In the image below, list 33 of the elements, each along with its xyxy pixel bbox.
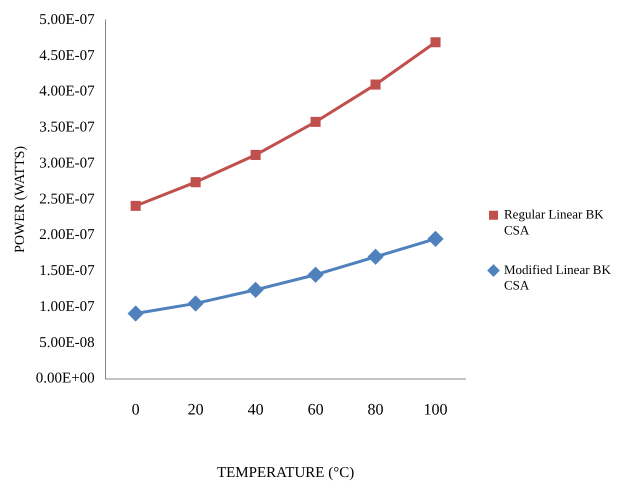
point (128, 306, 144, 321)
point (308, 267, 324, 282)
x-tick-label: 80 (368, 402, 384, 419)
point (248, 282, 264, 298)
y-tick-label: 2.00E-07 (39, 227, 96, 244)
point (368, 249, 384, 264)
y-tick-label: 4.00E-07 (39, 84, 96, 100)
point (370, 80, 381, 90)
point (428, 231, 444, 246)
y-tick-label: 2.50E-07 (39, 191, 96, 208)
y-axis-title: POWER (WATTS) (13, 146, 28, 253)
x-tick-label: 20 (188, 402, 204, 419)
y-tick-label: 5.00E-08 (39, 334, 95, 351)
y-tick-label: 5.00E-07 (39, 12, 96, 28)
x-tick-label: 60 (308, 402, 324, 419)
x-tick-label: 100 (424, 402, 448, 419)
legend-label: Regular Linear BK CSA (504, 206, 604, 238)
point (250, 150, 261, 160)
point (310, 116, 321, 127)
point (188, 296, 204, 311)
y-tick-label: 4.50E-07 (39, 48, 96, 64)
y-tick-label: 3.00E-07 (39, 155, 96, 172)
point (130, 200, 141, 211)
legend-label: Modified Linear BK CSA (504, 262, 612, 293)
x-tick-label: 40 (248, 402, 264, 419)
y-tick-label: 3.50E-07 (39, 120, 96, 136)
point (430, 37, 441, 48)
y-tick-label: 0.00E+00 (36, 370, 95, 387)
y-tick-label: 1.00E-07 (39, 298, 96, 315)
y-tick-label: 1.50E-07 (39, 263, 96, 280)
point (190, 177, 201, 188)
x-tick-label: 0 (132, 402, 140, 419)
x-axis-title: TEMPERATURE (°C) (216, 464, 354, 481)
